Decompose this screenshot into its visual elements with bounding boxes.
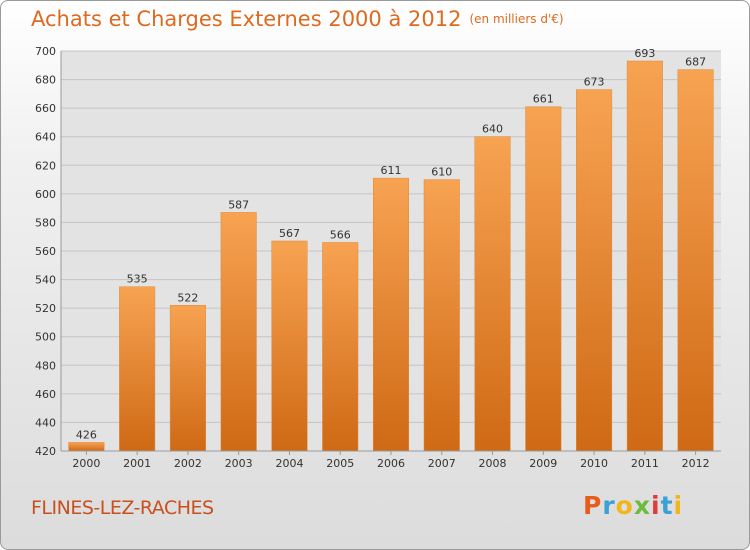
x-tick-label-2005: 2005 — [326, 457, 354, 470]
data-label-2006: 611 — [381, 164, 402, 177]
bar-2004 — [271, 240, 308, 452]
y-tick-label: 620 — [35, 159, 56, 172]
chart-subtitle: (en milliers d'€) — [469, 12, 564, 26]
chart-title-text: Achats et Charges Externes 2000 à 2012 — [31, 7, 462, 31]
y-tick-label: 560 — [35, 245, 56, 258]
logo-letter: o — [615, 491, 634, 520]
x-tick-label-2007: 2007 — [428, 457, 456, 470]
data-label-2012: 687 — [685, 56, 706, 69]
y-tick-label: 660 — [35, 102, 56, 115]
y-tick-label: 640 — [35, 131, 56, 144]
x-tick-label-2010: 2010 — [580, 457, 608, 470]
x-tick-label-2006: 2006 — [377, 457, 405, 470]
x-tick-label-2012: 2012 — [682, 457, 710, 470]
bar-2007 — [423, 179, 460, 452]
data-label-2005: 566 — [330, 228, 351, 241]
y-tick-label: 440 — [35, 416, 56, 429]
y-tick-label: 420 — [35, 445, 56, 458]
logo-letter: i — [651, 491, 661, 520]
data-label-2003: 587 — [228, 198, 249, 211]
bar-2012 — [677, 69, 714, 452]
data-label-2000: 426 — [76, 428, 97, 441]
bar-2002 — [169, 305, 206, 452]
bar-2001 — [119, 286, 156, 452]
bar-2005 — [322, 242, 359, 452]
y-tick-label: 540 — [35, 274, 56, 287]
bar-2003 — [220, 212, 257, 452]
x-tick-label-2011: 2011 — [631, 457, 659, 470]
proxiti-logo[interactable]: Proxiti — [583, 491, 683, 520]
axis-group: 420 440 460 480 500 520 540 560 580 600 620 640 660 6… — [35, 45, 721, 470]
bar-2010 — [576, 89, 613, 452]
logo-letter: P — [583, 491, 603, 520]
x-tick-label-2004: 2004 — [275, 457, 303, 470]
y-tick-label: 480 — [35, 359, 56, 372]
y-tick-label: 520 — [35, 302, 56, 315]
data-label-2010: 673 — [584, 76, 605, 89]
data-label-2008: 640 — [482, 123, 503, 136]
bar-2000 — [68, 442, 105, 452]
x-tick-label-2008: 2008 — [479, 457, 507, 470]
data-label-2001: 535 — [127, 273, 148, 286]
bar-2006 — [372, 177, 410, 452]
chart-title: Achats et Charges Externes 2000 à 2012 (e… — [31, 7, 564, 31]
bars-group: 426 535 522 587 567 566 611 610 640 661 673 693 687 — [68, 47, 714, 452]
y-tick-label: 600 — [35, 188, 56, 201]
x-tick-label-2003: 2003 — [225, 457, 253, 470]
data-label-2011: 693 — [634, 47, 655, 60]
bar-2011 — [626, 60, 663, 452]
data-label-2002: 522 — [177, 291, 198, 304]
x-tick-label-2009: 2009 — [529, 457, 557, 470]
x-tick-label-2002: 2002 — [174, 457, 202, 470]
city-name: FLINES-LEZ-RACHES — [31, 497, 214, 519]
logo-letter: t — [660, 491, 674, 520]
y-tick-label: 700 — [35, 45, 56, 58]
x-tick-label-2000: 2000 — [72, 457, 100, 470]
logo-letter: i — [673, 491, 684, 520]
data-label-2007: 610 — [431, 166, 452, 179]
y-tick-label: 580 — [35, 216, 56, 229]
bar-2008 — [474, 136, 511, 452]
y-tick-label: 500 — [35, 331, 56, 344]
bar-2009 — [525, 106, 562, 452]
x-tick-label-2001: 2001 — [123, 457, 151, 470]
data-label-2009: 661 — [533, 93, 554, 106]
logo-letter: x — [633, 491, 651, 520]
logo-letter: r — [602, 491, 616, 520]
data-label-2004: 567 — [279, 227, 300, 240]
y-tick-label: 460 — [35, 388, 56, 401]
y-tick-label: 680 — [35, 74, 56, 87]
